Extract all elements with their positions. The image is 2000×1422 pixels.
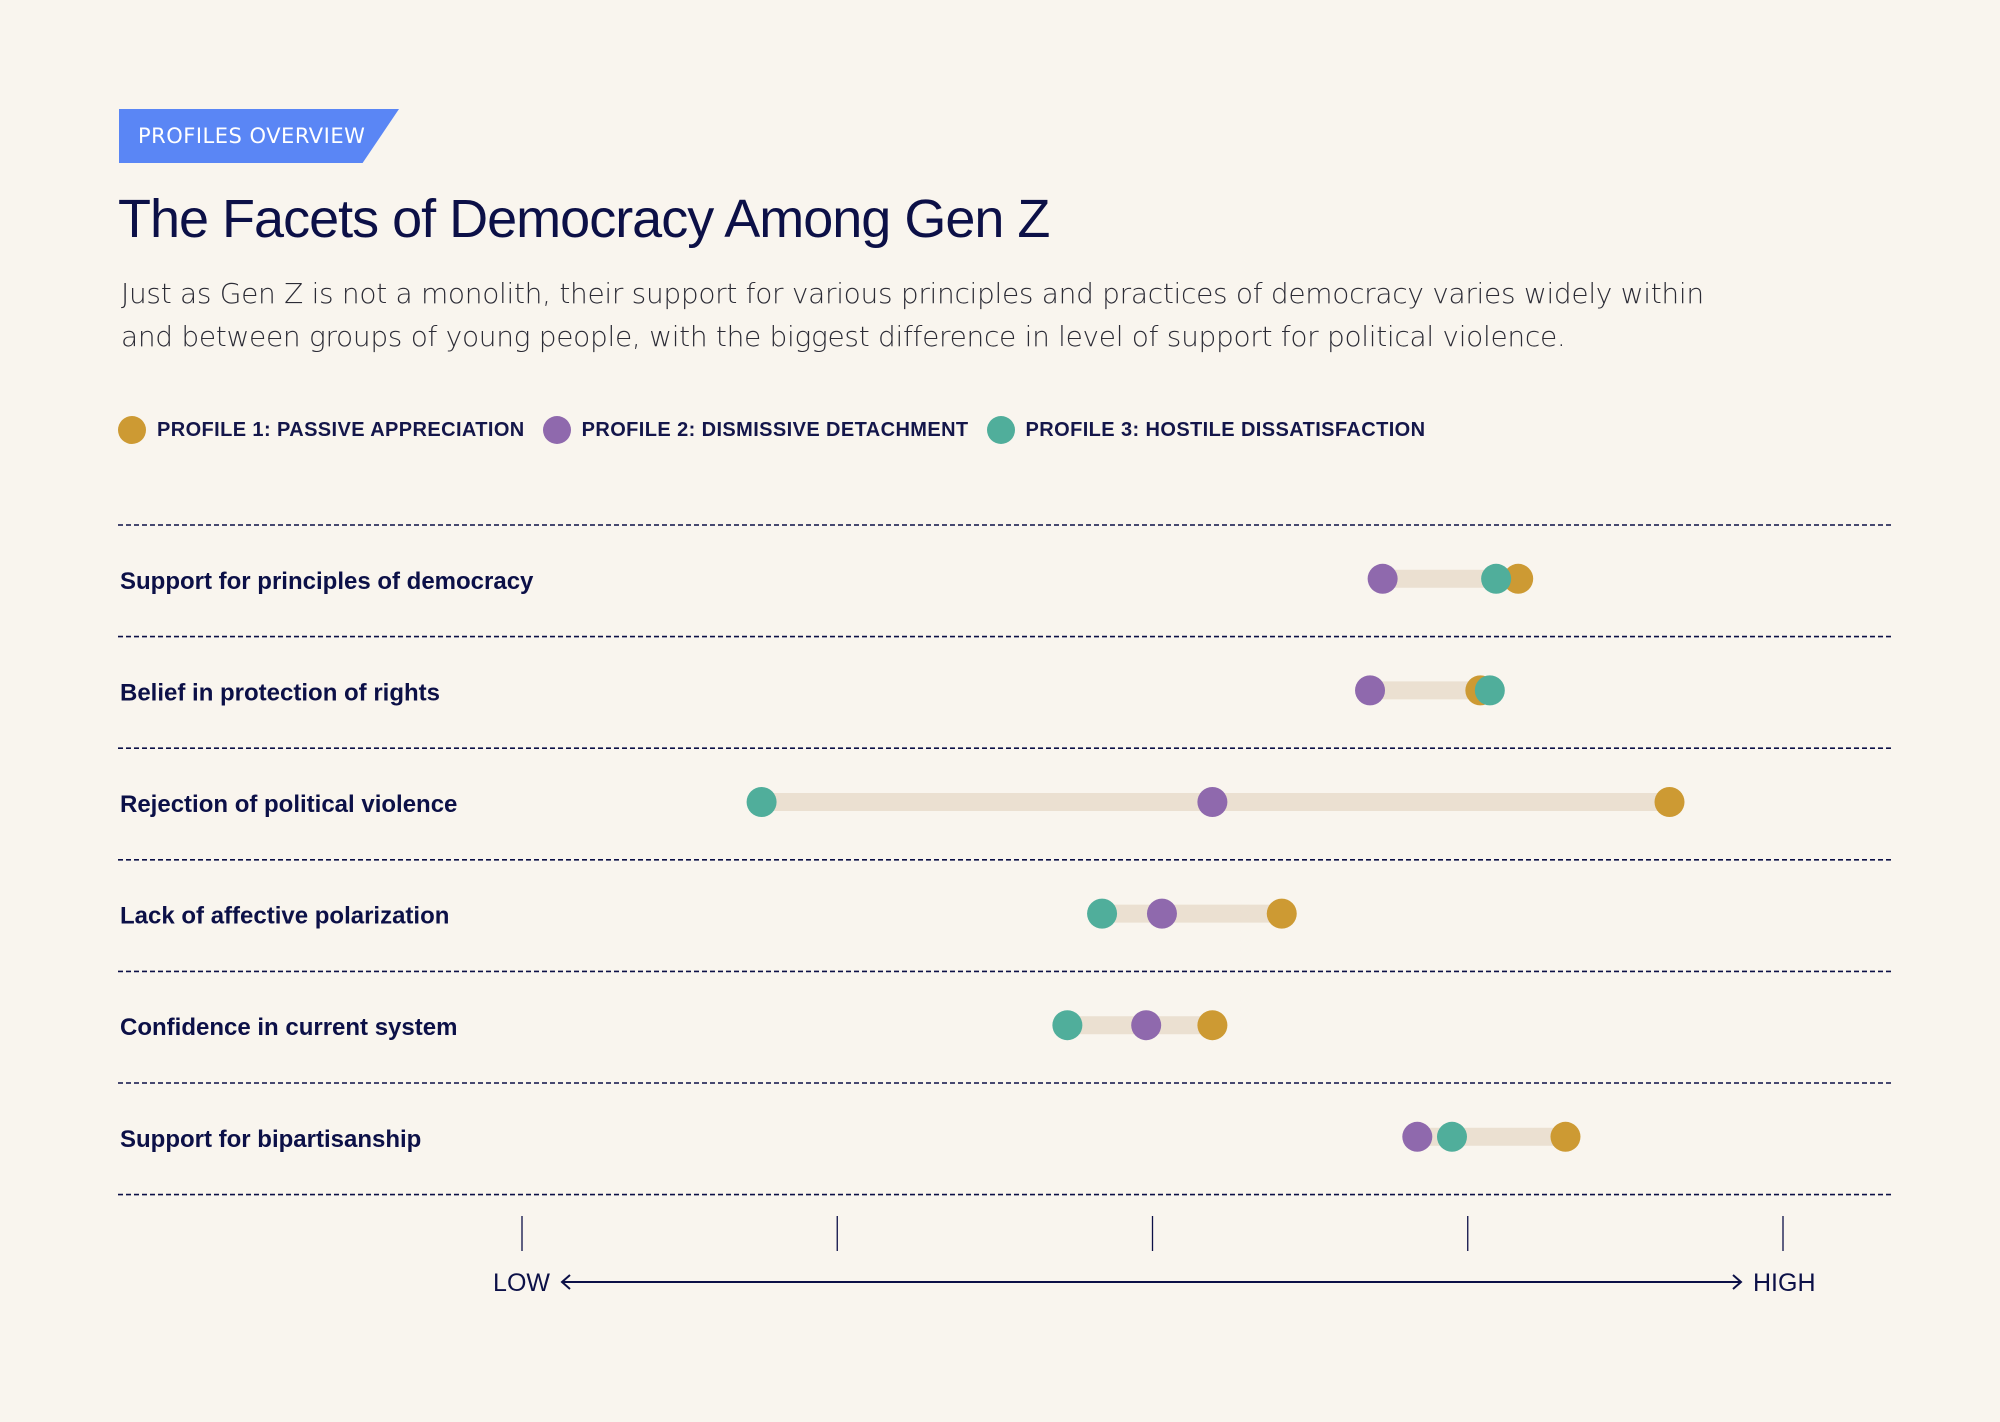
legend-item-profile1: PROFILE 1: PASSIVE APPRECIATION xyxy=(118,416,525,444)
dot-profile3 xyxy=(1087,898,1118,929)
chart-row: Belief in protection of rights xyxy=(120,675,1505,706)
chart-row: Rejection of political violence xyxy=(120,787,1685,818)
arrow-right-icon xyxy=(1732,1274,1743,1290)
chart-row: Support for principles of democracy xyxy=(120,563,1534,595)
dot-profile3 xyxy=(1436,1121,1467,1152)
axis-low-label: LOW xyxy=(493,1269,550,1297)
dot-profile2 xyxy=(1146,898,1177,929)
row-dividers xyxy=(118,524,1893,1196)
legend-dot-profile3 xyxy=(986,416,1015,444)
dot-profile3 xyxy=(1481,563,1512,594)
row-label: Lack of affective polarization xyxy=(120,903,449,930)
legend-label: PROFILE 1: PASSIVE APPRECIATION xyxy=(157,418,525,441)
legend-item-profile3: PROFILE 3: HOSTILE DISSATISFACTION xyxy=(986,416,1426,444)
dot-profile2 xyxy=(1197,787,1228,817)
dot-profile3 xyxy=(1474,675,1505,706)
legend-item-profile2: PROFILE 2: DISMISSIVE DETACHMENT xyxy=(542,416,969,444)
legend-label: PROFILE 2: DISMISSIVE DETACHMENT xyxy=(581,418,969,441)
row-label: Support for bipartisanship xyxy=(120,1126,421,1153)
axis-high-label: HIGH xyxy=(1753,1269,1816,1297)
dot-profile2 xyxy=(1402,1121,1433,1152)
dot-profile1 xyxy=(1197,1010,1228,1041)
dot-profile1 xyxy=(1503,563,1534,594)
chart-row: Support for bipartisanship xyxy=(120,1121,1581,1153)
legend-dot-profile2 xyxy=(542,416,571,444)
dot-profile2 xyxy=(1355,675,1386,706)
legend-label: PROFILE 3: HOSTILE DISSATISFACTION xyxy=(1025,418,1426,441)
dot-profile2 xyxy=(1131,1010,1162,1041)
page-subtitle: Just as Gen Z is not a monolith, their s… xyxy=(121,277,1704,353)
chart-rows: Support for principles of democracy Belie… xyxy=(120,563,1685,1153)
legend-dot-profile1 xyxy=(118,416,146,444)
row-label: Belief in protection of rights xyxy=(120,679,440,706)
page-title: The Facets of Democracy Among Gen Z xyxy=(118,189,1050,249)
chart-row: Lack of affective polarization xyxy=(120,898,1297,930)
arrow-left-icon xyxy=(560,1274,571,1290)
dot-profile1 xyxy=(1654,787,1685,817)
dot-profile1 xyxy=(1550,1121,1581,1152)
row-label: Support for principles of democracy xyxy=(120,568,534,595)
dot-profile3 xyxy=(746,787,777,817)
dot-profile1 xyxy=(1266,898,1297,929)
section-tag: PROFILES OVERVIEW xyxy=(119,109,399,163)
row-label: Confidence in current system xyxy=(120,1014,457,1041)
legend: PROFILE 1: PASSIVE APPRECIATION PROFILE … xyxy=(118,416,1443,444)
x-axis: LOW HIGH xyxy=(493,1216,1816,1297)
dot-profile3 xyxy=(1052,1010,1083,1041)
dot-profile2 xyxy=(1367,563,1398,594)
chart-row: Confidence in current system xyxy=(120,1010,1228,1041)
row-label: Rejection of political violence xyxy=(120,791,457,818)
